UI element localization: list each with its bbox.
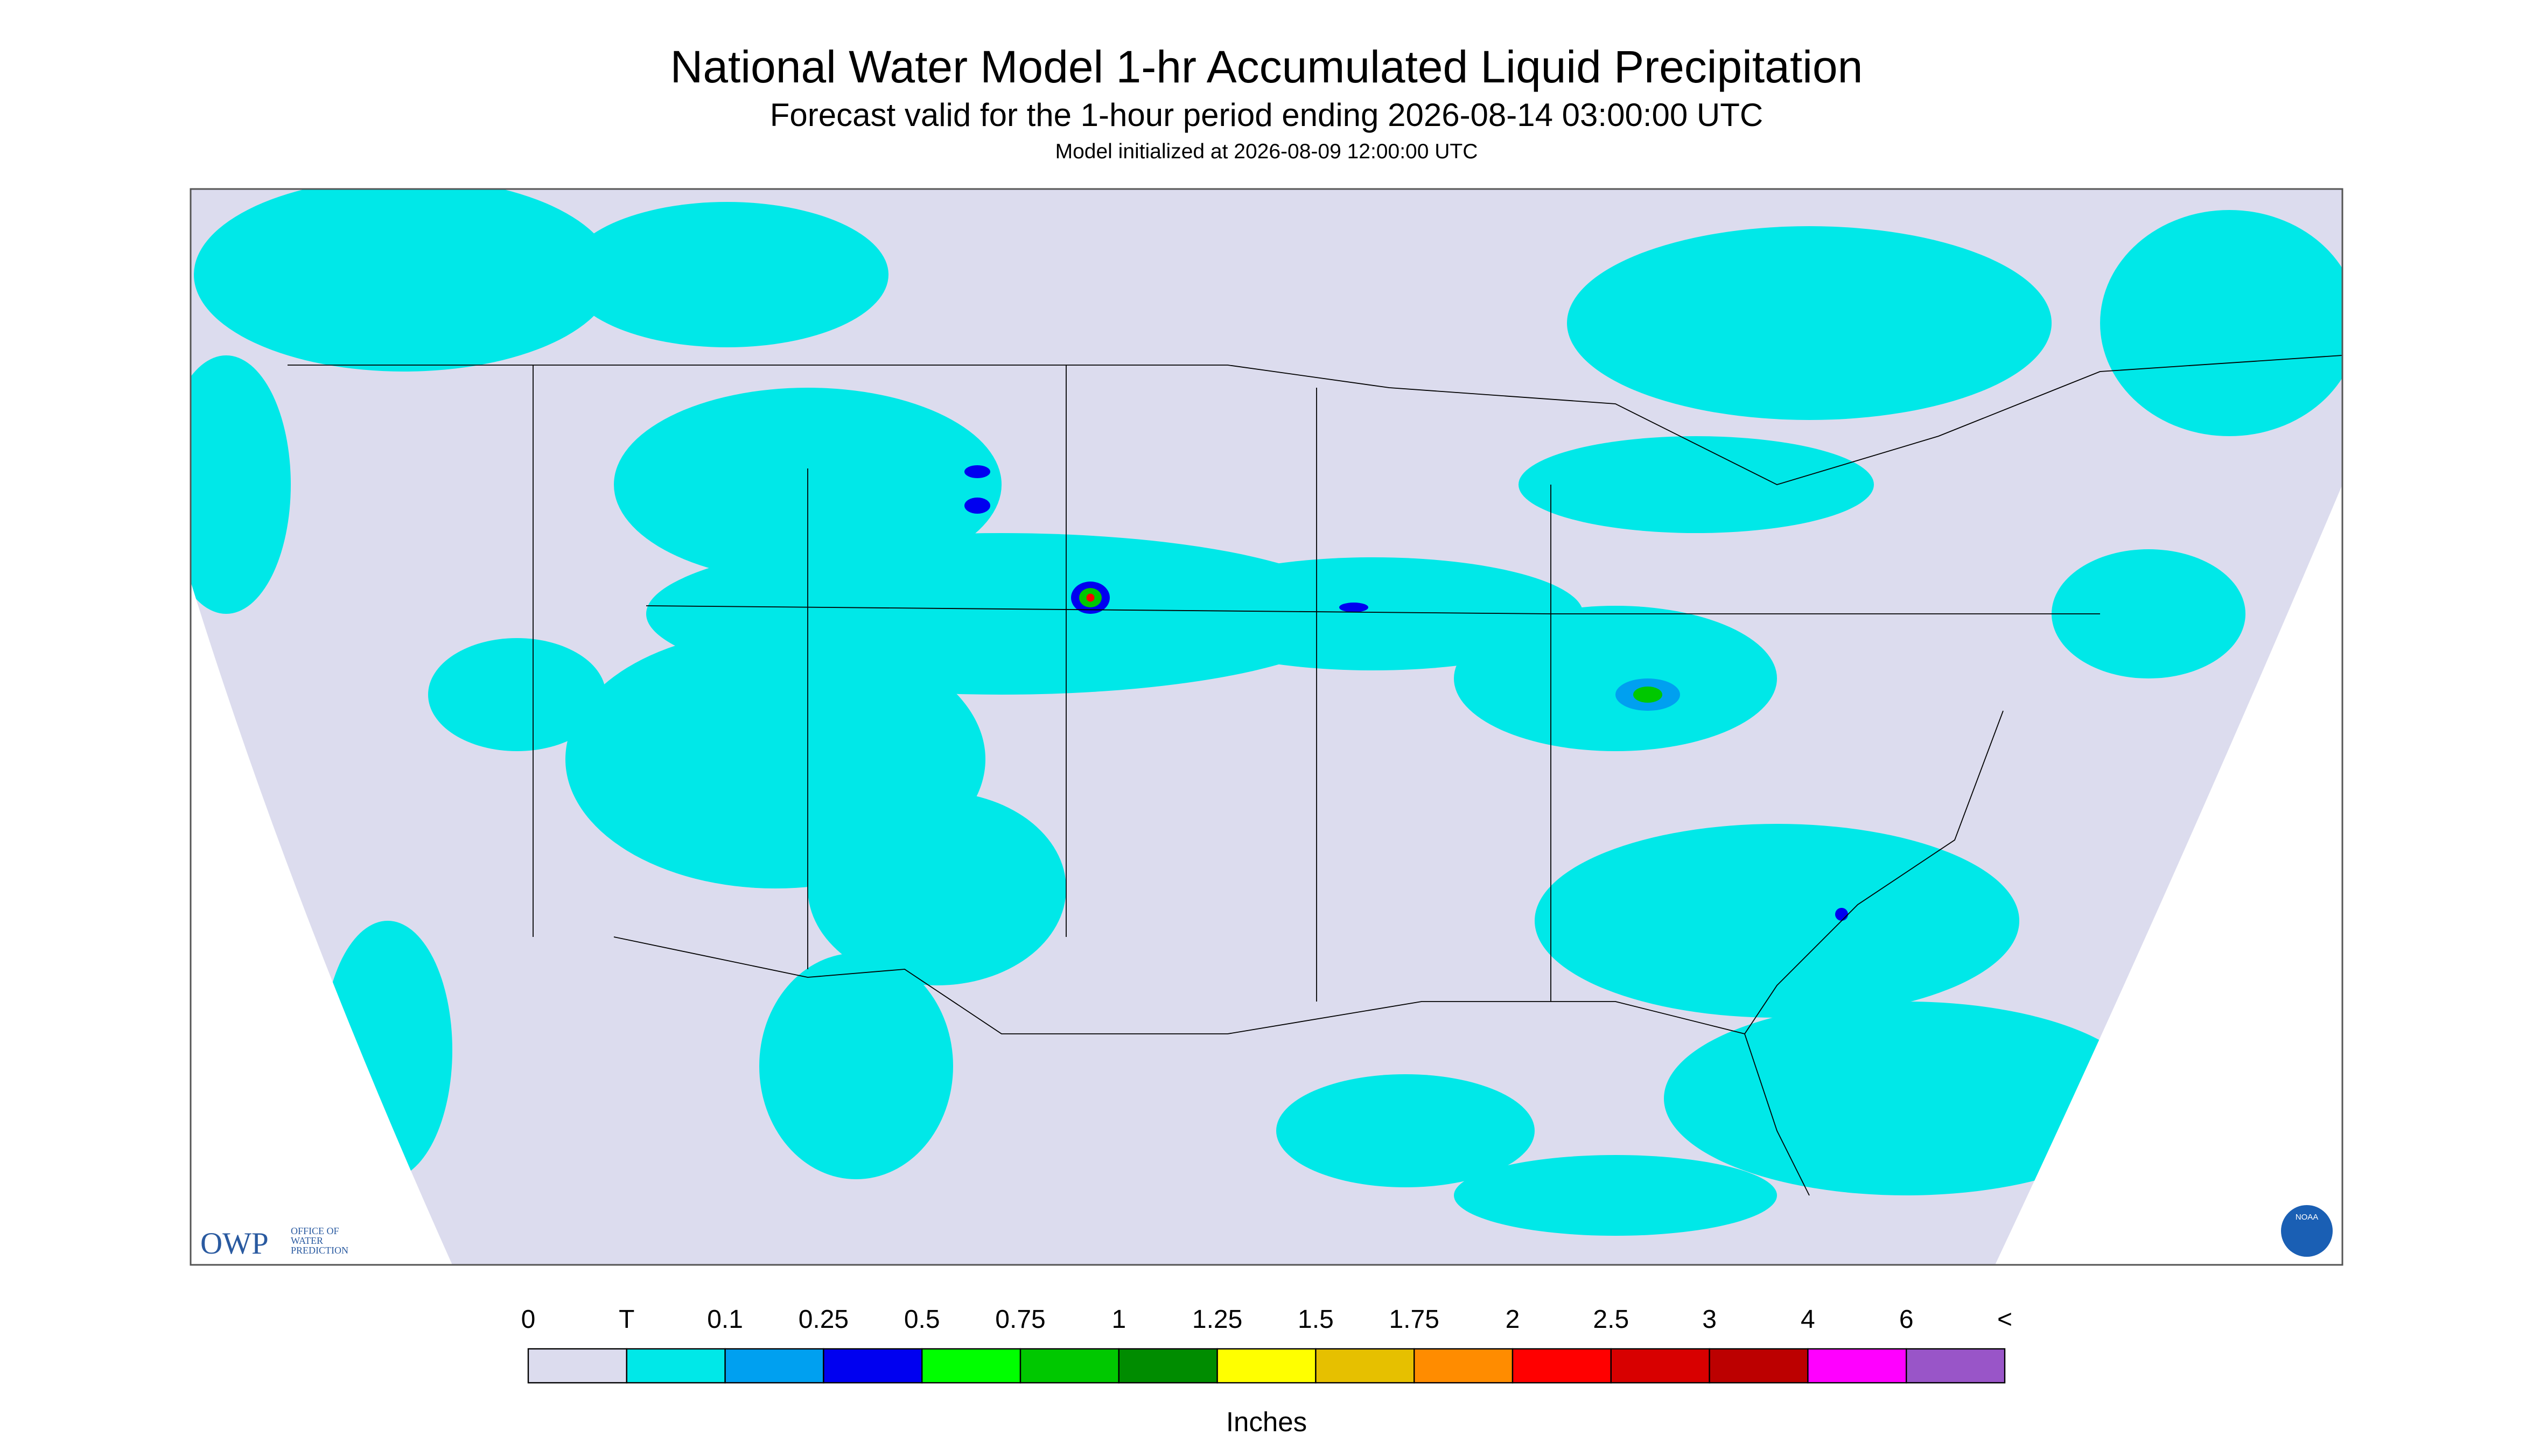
legend-swatch [1709,1348,1809,1384]
legend-unit: Inches [1226,1406,1307,1437]
legend: 0 T 0.1 0.25 0.5 0.75 1 1.25 1.5 1.75 2 2.5 3 4 6 < [521,1305,2012,1384]
logo-line: OFFICE OF [291,1226,339,1236]
legend-swatch [1216,1348,1317,1384]
subtitle: Forecast valid for the 1-hour period end… [770,97,1763,133]
legend-swatch [1512,1348,1612,1384]
legend-swatch [823,1348,923,1384]
legend-swatch [921,1348,1021,1384]
legend-swatch [1315,1348,1415,1384]
legend-label: T [619,1305,634,1334]
map-frame [190,188,2343,1266]
logo-line: PREDICTION [291,1245,348,1256]
legend-label: 2 [1506,1305,1520,1334]
noaa-logo [2281,1205,2333,1257]
precip-trace [191,189,2342,1236]
noaa-text: NOAA [2296,1213,2319,1222]
legend-label: 0 [521,1305,536,1334]
legend-label: 1.25 [1192,1305,1242,1334]
title: National Water Model 1-hr Accumulated Li… [670,41,1863,92]
legend-swatch [1807,1348,1907,1384]
legend-swatch [1414,1348,1514,1384]
precip-cores [964,465,1848,921]
boundaries [288,355,2343,1196]
legend-label: 0.1 [707,1305,743,1334]
legend-label: 6 [1899,1305,1914,1334]
legend-label: 0.75 [995,1305,1045,1334]
legend-swatch [724,1348,824,1384]
legend-label: 4 [1801,1305,1815,1334]
legend-label: 0.5 [904,1305,940,1334]
legend-label: 0.25 [799,1305,849,1334]
init-note: Model initialized at 2026-08-09 12:00:00… [1055,140,1478,163]
legend-swatch [1905,1348,2006,1384]
legend-label: < [1997,1305,2012,1334]
legend-label: 2.5 [1593,1305,1629,1334]
legend-label: 1.75 [1389,1305,1439,1334]
legend-swatch [1610,1348,1710,1384]
legend-swatch [1118,1348,1218,1384]
logo-abbr: OWP [200,1227,269,1261]
logo-line: WATER [291,1235,323,1246]
legend-label: 1 [1111,1305,1126,1334]
legend-swatch [527,1348,628,1384]
legend-label: 1.5 [1298,1305,1334,1334]
legend-swatch [1019,1348,1120,1384]
legend-label: 3 [1702,1305,1717,1334]
legend-swatch [626,1348,726,1384]
